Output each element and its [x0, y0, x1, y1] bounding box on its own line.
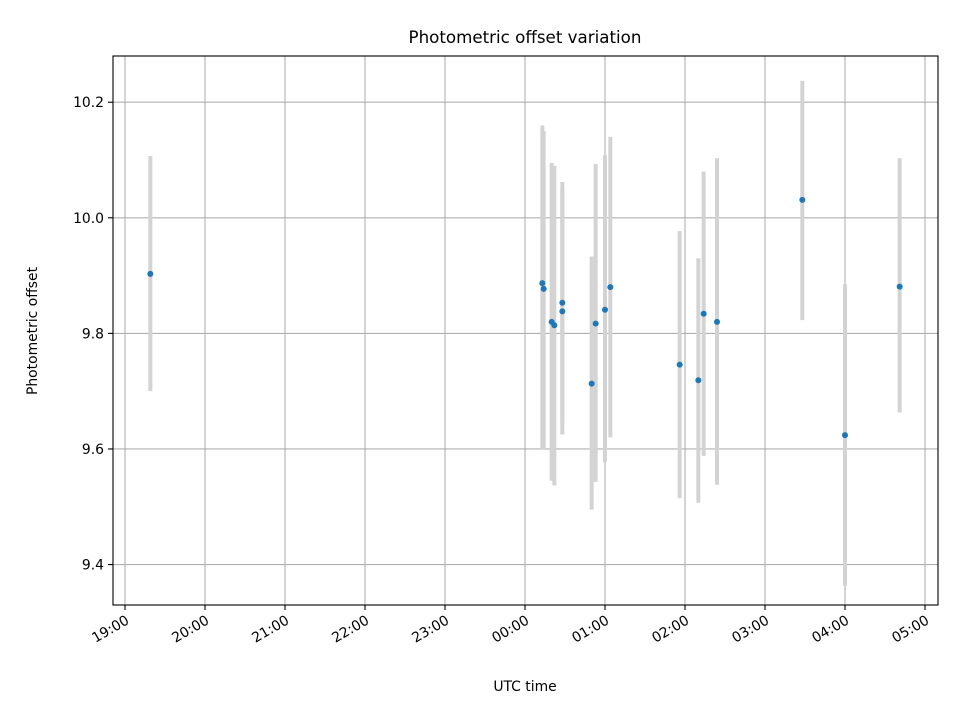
y-tick-label: 9.4: [82, 558, 104, 574]
data-point: [799, 196, 806, 203]
data-point: [602, 306, 608, 313]
data-point: [714, 318, 720, 325]
data-point: [559, 299, 566, 306]
y-axis-title: Photometric offset: [25, 266, 41, 395]
data-point: [592, 320, 599, 327]
data-point: [842, 432, 848, 439]
y-tick-label: 10.0: [73, 211, 104, 227]
data-point: [551, 322, 558, 329]
data-point: [676, 361, 683, 368]
data-points: [147, 196, 903, 439]
chart-title: Photometric offset variation: [409, 27, 642, 47]
data-point: [540, 285, 547, 292]
y-axis-ticks: 9.4 9.6 9.8 10.0 10.2: [73, 95, 113, 574]
data-point: [607, 284, 614, 291]
data-point: [695, 377, 702, 384]
data-point: [147, 270, 154, 277]
data-point: [700, 310, 707, 317]
y-tick-label: 9.6: [82, 442, 104, 458]
data-point: [896, 283, 903, 290]
y-tick-label: 10.2: [73, 95, 104, 111]
data-point: [539, 280, 546, 287]
x-axis-title: UTC time: [493, 679, 556, 695]
grid: [113, 56, 938, 605]
data-point: [588, 380, 595, 387]
data-point: [559, 308, 566, 315]
y-tick-label: 9.8: [82, 326, 104, 342]
